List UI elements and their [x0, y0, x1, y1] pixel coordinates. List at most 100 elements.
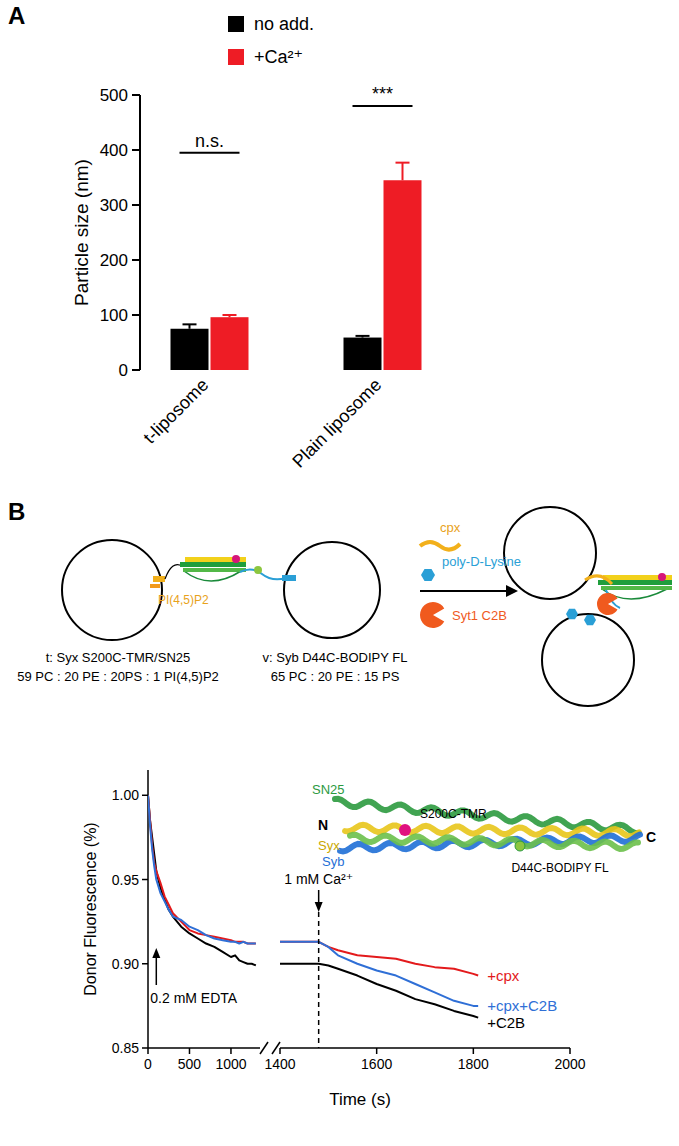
y-tick: [132, 204, 140, 206]
cpx-icon: [585, 576, 612, 584]
series-line: [280, 942, 478, 1006]
sn25-helix: [183, 568, 246, 572]
v-lipids: 65 PC : 20 PE : 15 PS: [271, 669, 400, 684]
series-line: [148, 795, 256, 943]
y-tick: [132, 314, 140, 316]
y-tick-label: 500: [100, 86, 128, 105]
c2b-icon: [420, 602, 444, 628]
x-tick-label: 1600: [361, 1056, 392, 1072]
pip2: [150, 584, 160, 588]
significance-label: n.s.: [195, 131, 224, 151]
error-bar: [223, 315, 237, 317]
additive-label: cpx: [440, 520, 461, 535]
structure-label: Syx: [318, 838, 340, 853]
x-axis-label: Time (s): [329, 1090, 391, 1109]
structure-label: N: [318, 817, 328, 833]
arrow-head: [152, 948, 160, 958]
bodipy-dye: [254, 566, 262, 574]
x-tick-label: Plain liposome: [288, 375, 385, 472]
legend-swatch: [228, 49, 244, 65]
helix: [350, 835, 638, 849]
axis-break: [272, 1042, 280, 1054]
additive-label: poly-D-Lysine: [442, 554, 521, 569]
y-tick-label: 0.85: [112, 1040, 139, 1056]
annotation-arrow: [315, 890, 323, 1048]
reaction-arrow-head: [506, 585, 518, 597]
bar: [344, 338, 382, 370]
tmr-dye: [658, 573, 666, 581]
syx-linker: [165, 565, 182, 579]
liposome: [62, 540, 162, 640]
legend-label: no add.: [254, 14, 314, 34]
bar: [384, 180, 422, 370]
sn25-linker: [184, 571, 241, 581]
liposome: [542, 614, 634, 706]
x-axis: [280, 1047, 570, 1049]
y-axis-label: Donor Fluorescence (%): [82, 822, 99, 995]
x-tick: [230, 1048, 232, 1054]
y-axis-label: Particle size (nm): [71, 159, 92, 306]
y-tick-label: 0.95: [112, 872, 139, 888]
error-cap: [223, 314, 237, 316]
x-tick-label: t-liposome: [139, 375, 212, 448]
reaction-arrow: [420, 590, 508, 592]
y-tick: [132, 369, 140, 371]
lines: [280, 942, 478, 1018]
x-tick-label: 500: [178, 1056, 202, 1072]
t-label: t: Syx S200C-TMR/SN25: [46, 650, 191, 665]
x-tick: [147, 1048, 149, 1054]
x-tick: [569, 1048, 571, 1054]
additive-label: Syt1 C2B: [452, 608, 507, 623]
panel-label: A: [8, 2, 25, 29]
axis-break: [260, 1042, 268, 1054]
c2b-icon: [597, 593, 618, 615]
polylysine-icon: [584, 615, 596, 625]
event-line: [318, 912, 320, 1048]
bars: [171, 163, 422, 370]
x-tick: [279, 1048, 281, 1054]
structure-label: D44C-BODIPY FL: [511, 861, 608, 875]
tmr-dye: [232, 555, 240, 563]
legend-label: +Ca²⁺: [254, 47, 303, 67]
y-tick-label: 100: [100, 306, 128, 325]
y-tick-label: 200: [100, 251, 128, 270]
y-tick: [142, 963, 148, 965]
y-tick-label: 400: [100, 141, 128, 160]
x-tick-label: 2000: [554, 1056, 585, 1072]
x-tick: [189, 1048, 191, 1054]
y-tick: [132, 259, 140, 261]
arrow-head: [315, 902, 323, 912]
series-line: [280, 964, 478, 1018]
y-tick-label: 300: [100, 196, 128, 215]
cpx-icon: [420, 542, 460, 550]
error-cap: [356, 335, 370, 337]
y-tick-label: 0: [119, 361, 128, 380]
series-label: +cpx+C2B: [487, 997, 557, 1014]
x-tick-label: 1000: [215, 1056, 246, 1072]
structure-label: S200C-TMR: [420, 807, 487, 821]
liposome: [504, 507, 596, 599]
v-label: v: Syb D44C-BODIPY FL: [263, 650, 408, 665]
structure-label: C: [646, 829, 656, 845]
figure: AB0100200300400500Particle size (nm)no a…: [0, 0, 679, 1146]
x-tick-label: 1800: [458, 1056, 489, 1072]
error-cap: [396, 162, 410, 164]
structure-label: SN25: [312, 782, 345, 797]
series-label: +cpx: [487, 967, 520, 984]
polylysine-icon: [566, 609, 578, 619]
bar: [211, 317, 249, 370]
series-line: [148, 795, 256, 965]
y-axis: [139, 95, 141, 370]
liposome: [284, 542, 380, 638]
x-tick: [376, 1048, 378, 1054]
error-bar: [183, 324, 197, 328]
y-tick: [142, 879, 148, 881]
t-lipids: 59 PC : 20 PE : 20PS : 1 PI(4,5)P2: [17, 669, 219, 684]
x-tick-label: 0: [144, 1056, 152, 1072]
y-tick-label: 0.90: [112, 956, 139, 972]
annotation: 1 mM Ca²⁺: [284, 871, 353, 887]
syb-tm: [282, 575, 296, 581]
polylysine-icon: [421, 569, 435, 581]
snare-structure: [335, 799, 640, 852]
significance-bracket: [353, 105, 413, 107]
